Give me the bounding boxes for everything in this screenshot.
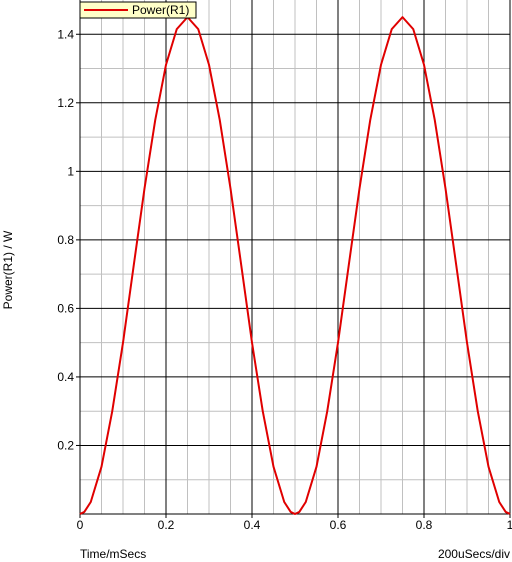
- y-tick-label: 0.2: [57, 438, 74, 452]
- x-axis-label: Time/mSecs: [80, 547, 146, 561]
- series-layer: [79, 16, 511, 515]
- y-tick-label: 1.2: [57, 96, 74, 110]
- x-tick-label: 0.2: [158, 518, 175, 532]
- y-tick-label: 0.6: [57, 301, 74, 315]
- series-line-power-r1: [79, 16, 511, 515]
- scale-label: 200uSecs/div: [438, 547, 510, 561]
- tick-labels: 0 0.2 0.4 0.6 0.8 1 0.2 0.4 0.6 0.8 1 1.2 1.4: [57, 27, 512, 532]
- x-tick-label: 1: [507, 518, 512, 532]
- y-tick-label: 0.4: [57, 370, 74, 384]
- y-tick-label: 1.4: [57, 27, 74, 41]
- x-tick-label: 0.4: [244, 518, 261, 532]
- legend-box: [79, 1, 197, 19]
- y-tick-label: 1: [67, 164, 74, 178]
- y-axis-label: Power(R1) / W: [1, 230, 15, 309]
- legend[interactable]: Power(R1): [79, 1, 197, 19]
- x-tick-label: 0.8: [416, 518, 433, 532]
- grid: [80, 0, 510, 514]
- x-tick-label: 0.6: [330, 518, 347, 532]
- legend-label: Power(R1): [132, 3, 189, 17]
- x-tick-label: 0: [77, 518, 84, 532]
- y-tick-label: 0.8: [57, 233, 74, 247]
